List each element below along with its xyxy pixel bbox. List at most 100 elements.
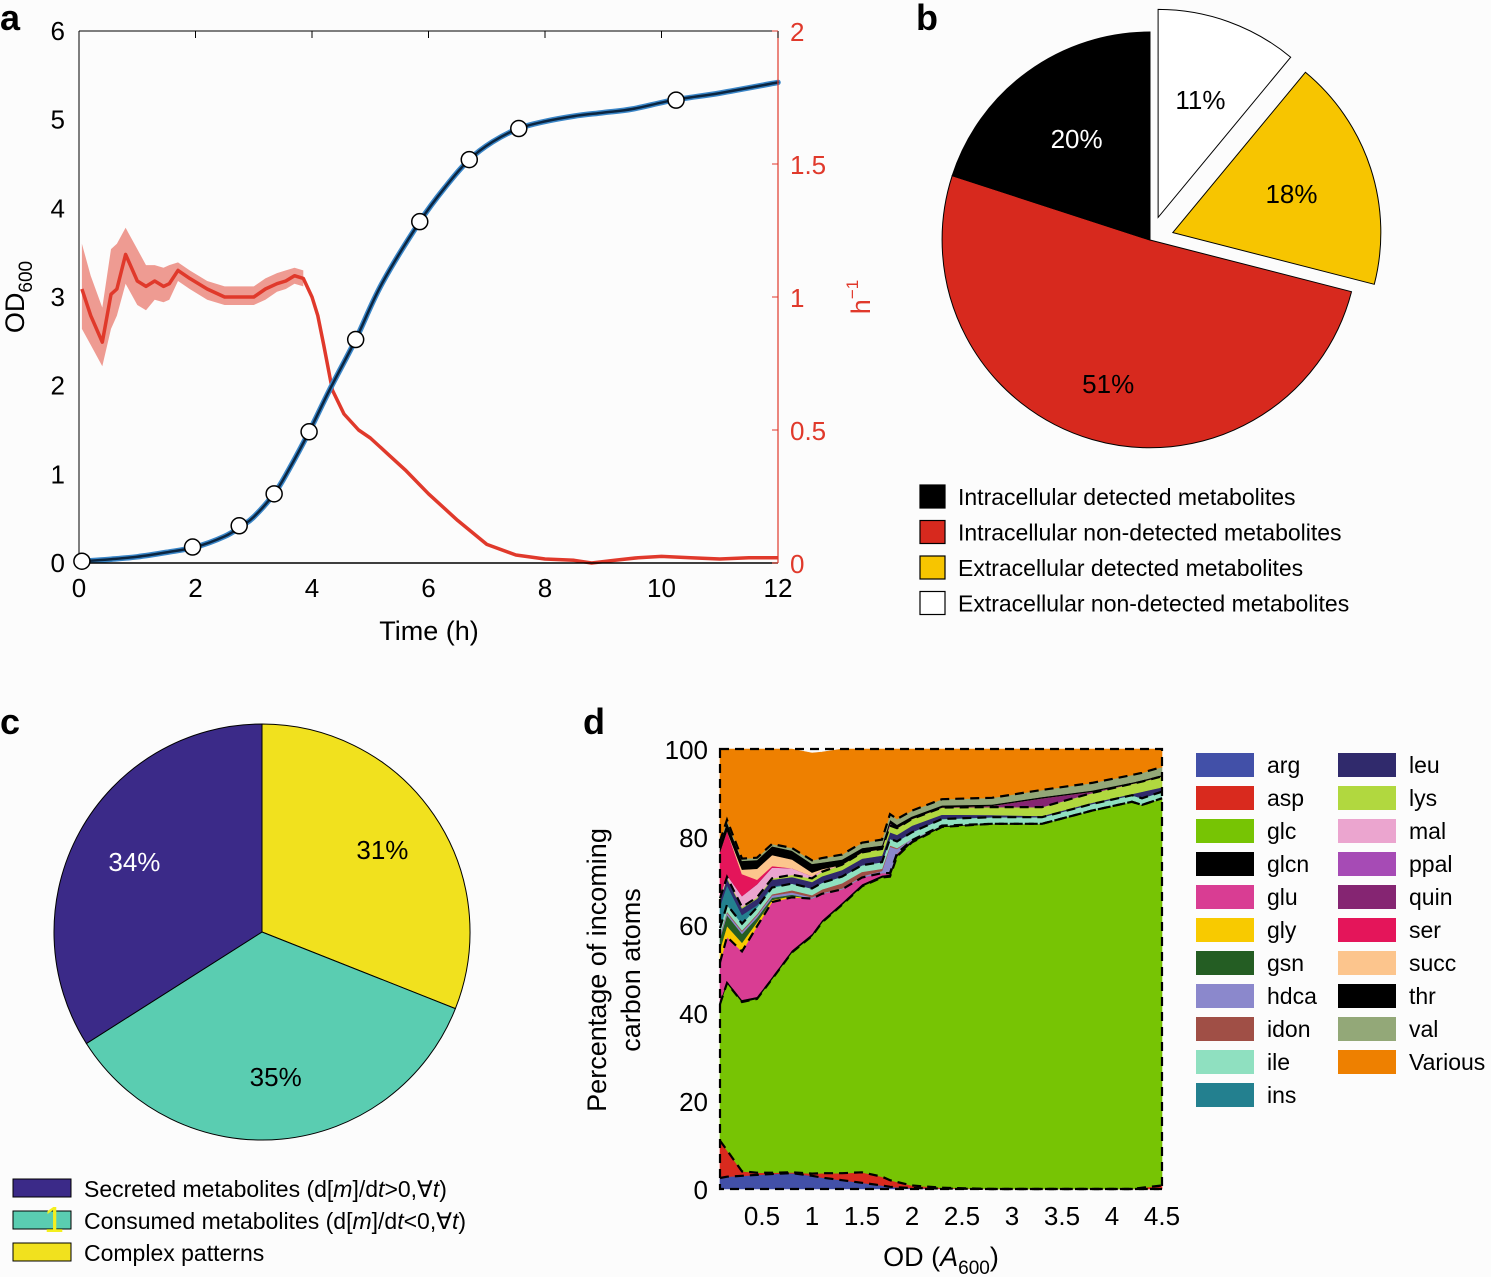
legend-d-label: asp [1267,785,1304,811]
y-tick-label: 20 [679,1087,708,1117]
y-tick-label: 6 [51,16,65,46]
od-fit-line-glow [79,79,781,564]
x-tick-label: 0.5 [744,1201,780,1231]
pie-b-slice [1171,71,1382,285]
legend-d-swatch-thr [1338,984,1396,1008]
panel-d-stacked-area-chart: 0.5 1 1.5 2 2.5 3 3.5 4 4.5 0 20 40 60 80 100 arg asp gl… [582,735,1485,1277]
pie-c-slice [85,931,457,1141]
legend-d-label: ile [1267,1049,1290,1075]
legend-d-label: leu [1409,752,1440,778]
y2-tick-label: 1.5 [790,150,826,180]
legend-b-swatch [919,519,946,545]
legend-c-label-part: t [452,1208,460,1234]
legend-d-swatch-leu [1338,753,1396,777]
od-measurement-marker [265,485,283,503]
od-measurement-marker [667,91,685,109]
legend-b-label: Extracellular non-detected metabolites [958,591,1349,617]
od-measurement-marker [183,538,202,556]
legend-c-label-part: Secreted metabolites (d[ [84,1176,334,1202]
x-tick-label: 10 [647,573,676,603]
pie-c-slice-label: 34% [108,847,160,877]
overlay-mark: 1 [44,1199,64,1240]
stacked-areas-group [718,748,1163,1191]
pie-c-slice [261,723,471,1010]
legend-d-swatch-gsn [1196,951,1254,975]
y-tick-label: 40 [679,999,708,1029]
legend-c-label-part: <0,∀ [404,1208,453,1234]
pie-c-slice-label: 35% [250,1062,302,1092]
legend-d-swatch-lys [1338,786,1396,810]
pie-b-slice-label: 51% [1082,369,1134,399]
x-tick-label: 4 [1105,1201,1119,1231]
legend-c-label-part: m [333,1176,352,1202]
plot-frame-dashed [718,747,1164,1191]
panel-d-ylabel-line1: Percentage of incoming [582,828,612,1112]
y-tick-label: 1 [51,459,65,489]
od-measurement-marker [73,552,91,570]
legend-c-label: Secreted metabolites (d[m]/dt>0,∀t) [84,1176,447,1202]
x-tick-label: 8 [538,573,552,603]
legend-c-label-part: m [352,1208,371,1234]
y-tick-label: 3 [51,282,65,312]
legend-d-label: gsn [1267,950,1304,976]
legend-d-swatch-arg [1196,753,1254,777]
legend-b-swatch [919,590,946,616]
legend-d-label: glu [1267,884,1298,910]
pie-b-legend: Intracellular detected metabolites Intrac… [919,484,1349,617]
pie-c-legend: Secreted metabolites (d[m]/dt>0,∀t) Consu… [12,1176,466,1266]
panel-d-axes: 0.5 1 1.5 2 2.5 3 3.5 4 4.5 0 20 40 60 80 100 [665,735,1180,1231]
od-fit-line [80,81,780,563]
legend-d-swatch-mal [1338,819,1396,843]
x-tick-label: 12 [764,573,793,603]
pie-b-slice [1157,8,1292,219]
panel-d-ylabel-line2: carbon atoms [616,888,646,1052]
pie-b-slice-label: 11% [1175,85,1225,115]
legend-d-swatch-val [1338,1017,1396,1041]
y-tick-label: 60 [679,911,708,941]
panel-a-y2label-sup: −1 [843,280,862,299]
y-tick-label: 0 [51,548,65,578]
legend-d-swatch-gly [1196,918,1254,942]
legend-d-label: Various [1409,1049,1485,1075]
legend-c-label-part: t [397,1208,405,1234]
x-tick-label: 2 [905,1201,919,1231]
legend-d-label: quin [1409,884,1452,910]
legend-c-label-part: ) [439,1176,447,1202]
panel-d-legend: arg asp glc glcn glu gly gsn hdca idon ile ins leu l… [1196,752,1485,1108]
pie-b-slice [951,31,1151,241]
legend-b-label: Intracellular detected metabolites [958,484,1296,510]
pie-b-slice-label: 20% [1051,124,1103,154]
legend-b-swatch [919,484,946,509]
growth-rate-confidence-band [81,227,304,367]
legend-c-swatch [12,1210,72,1230]
pie-b-slice [941,175,1353,449]
legend-b-label: Intracellular non-detected metabolites [958,520,1342,546]
od-markers-group [73,91,685,570]
legend-c-label-part: Consumed metabolites (d[ [84,1208,353,1234]
legend-d-label: hdca [1267,983,1317,1009]
legend-c-label: Complex patterns [84,1240,264,1266]
legend-d-swatch-idon [1196,1017,1254,1041]
pie-b-slice-label: 18% [1265,179,1317,209]
legend-c-label-part: ) [458,1208,466,1234]
y2-tick-label: 1 [790,283,804,313]
area-boundary-ile [718,790,1163,929]
panel-letter-a: a [0,0,21,38]
legend-c-label-part: t [378,1176,386,1202]
legend-d-label: ppal [1409,851,1452,877]
x-tick-label: 4 [305,573,319,603]
area-boundary-val [718,765,1163,862]
legend-c-label-part: Complex patterns [84,1240,264,1266]
legend-d-label: glc [1267,818,1296,844]
legend-d-label: arg [1267,752,1300,778]
panel-a-ylabel-main: OD [0,293,30,334]
growth-rate-band-group [81,227,304,367]
panel-a-y2label-main: h [846,299,876,314]
x-tick-label: 2.5 [944,1201,980,1231]
legend-d-swatch-glc [1196,819,1254,843]
legend-d-label: idon [1267,1016,1310,1042]
od-measurement-marker [300,423,318,441]
legend-d-label: mal [1409,818,1446,844]
panel-d-xlabel: OD (A600) [883,1242,999,1277]
y-tick-label: 2 [51,371,65,401]
